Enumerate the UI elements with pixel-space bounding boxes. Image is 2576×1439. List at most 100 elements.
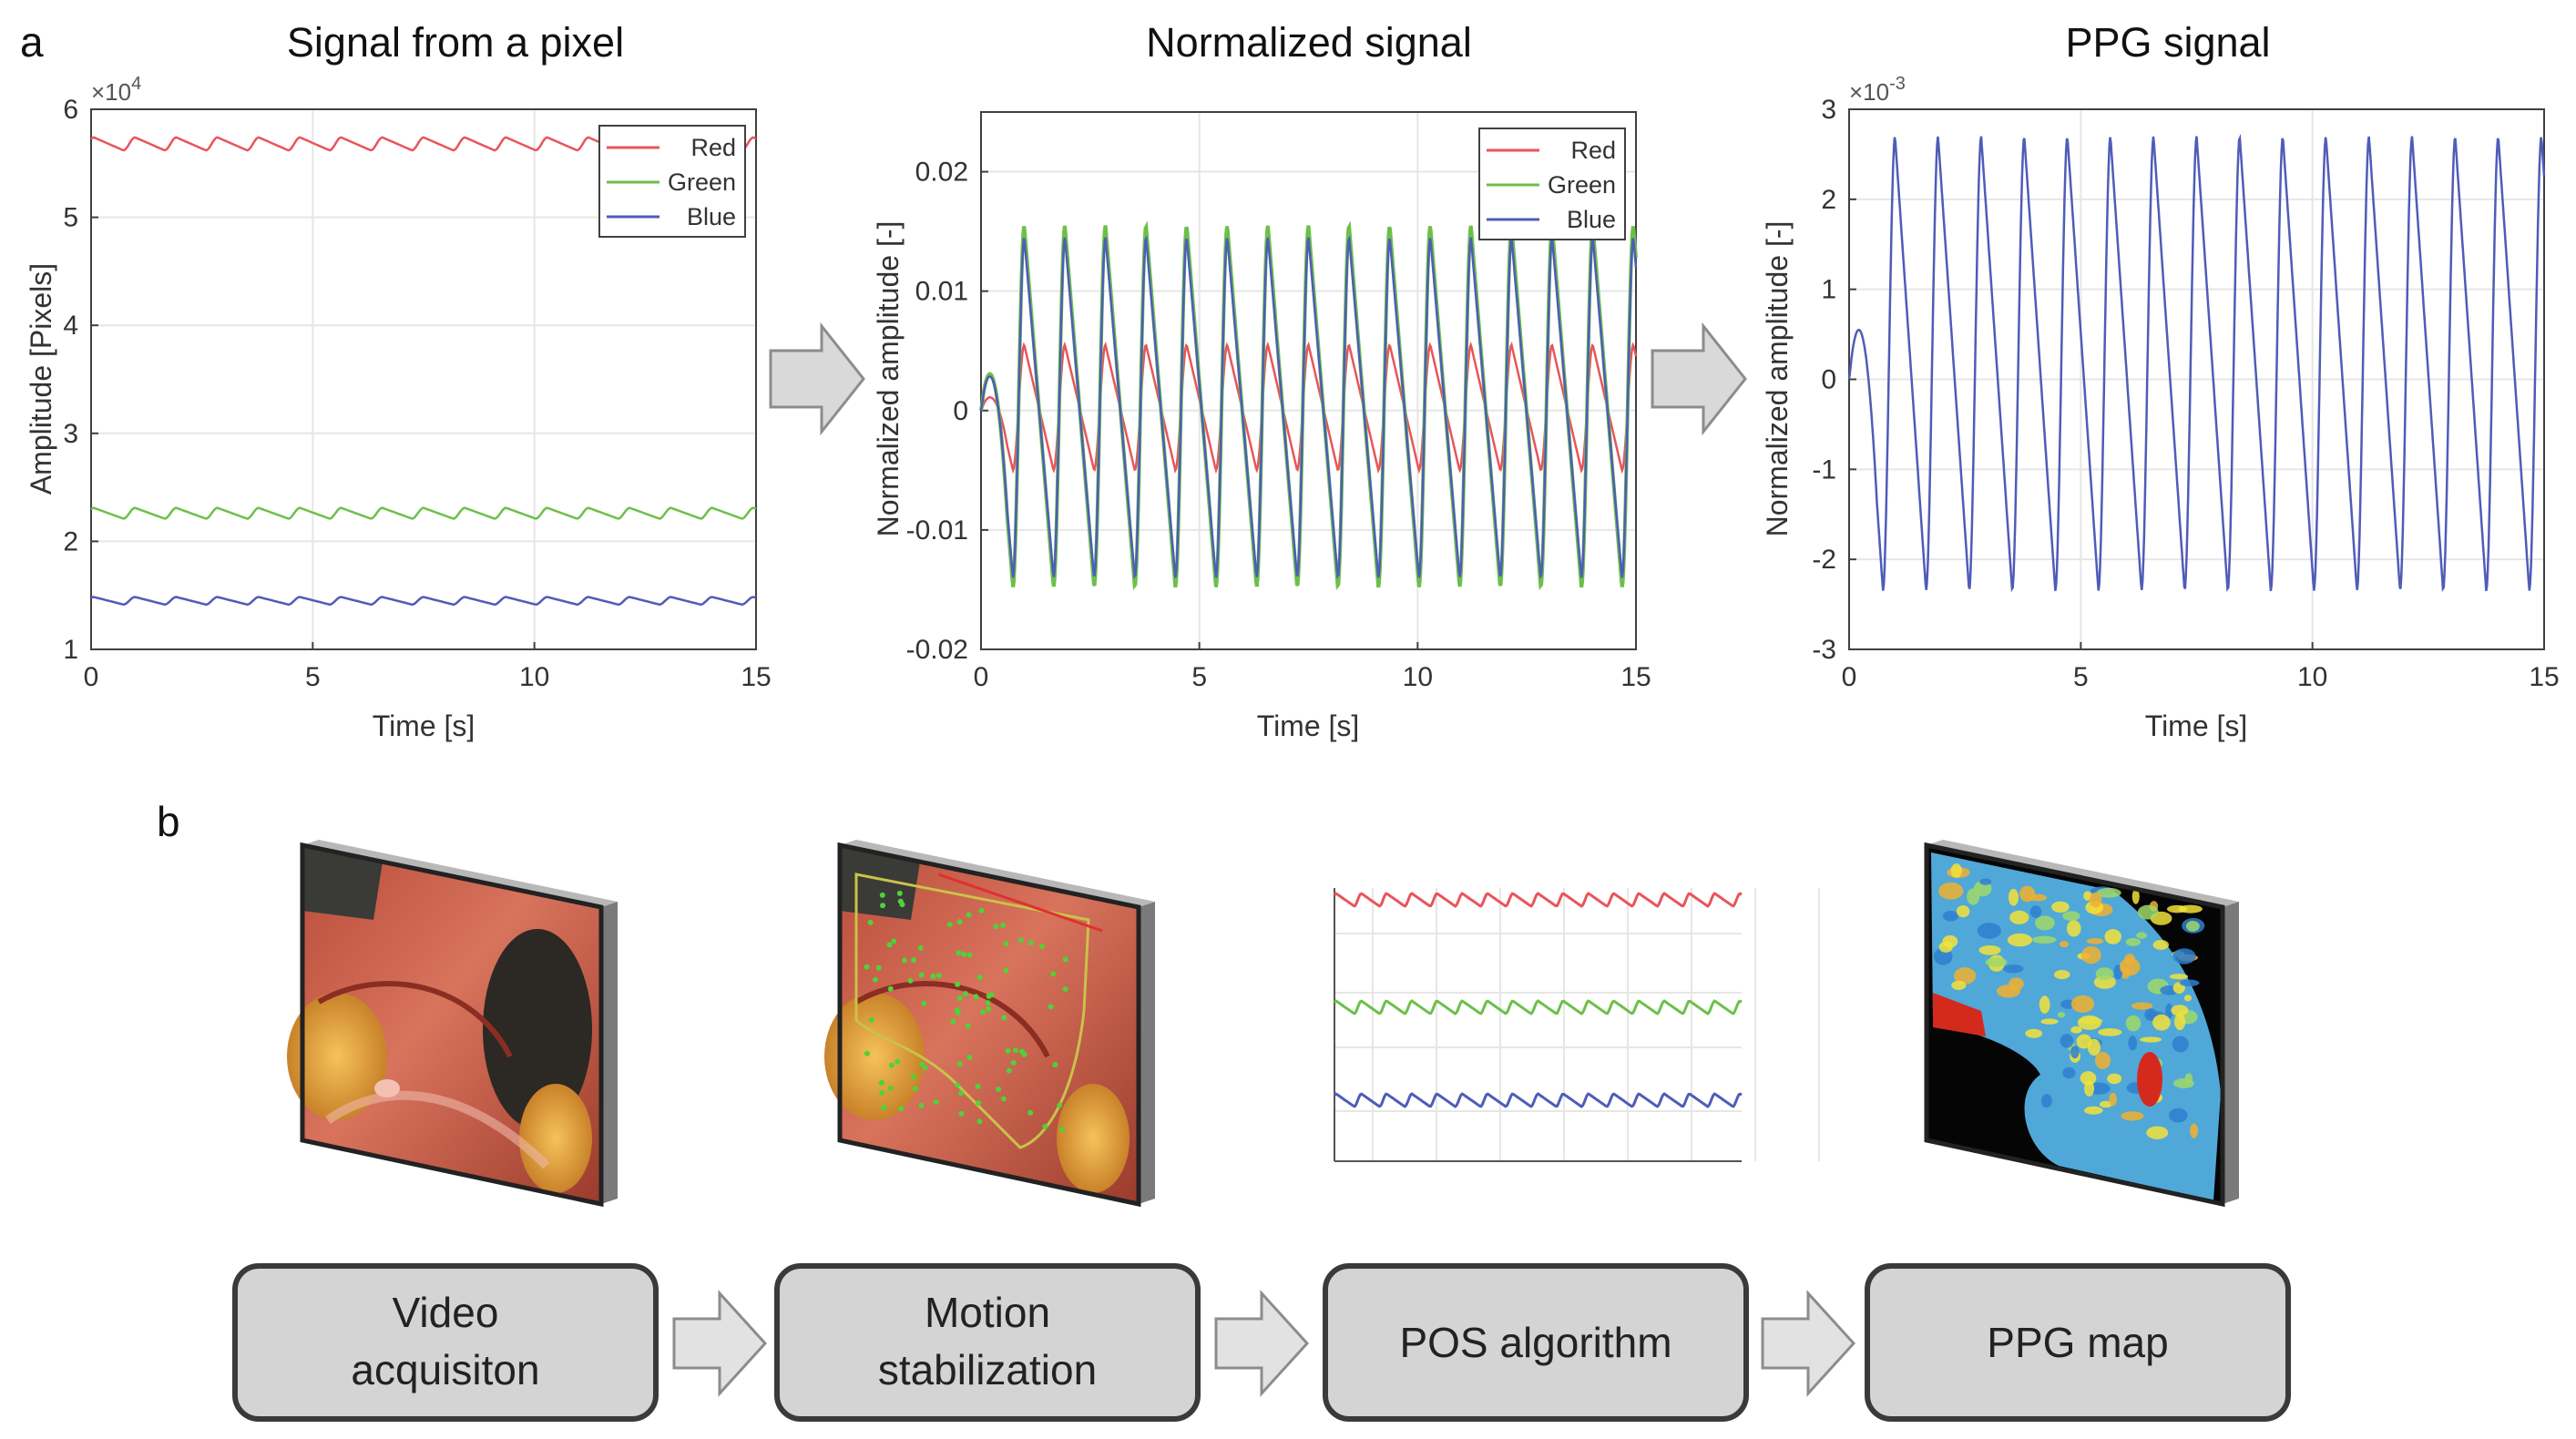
pos-signal-thumbnail	[1333, 888, 1820, 1162]
heat-blob	[2169, 974, 2189, 980]
heat-blob	[2009, 910, 2029, 924]
heat-blob	[2178, 904, 2203, 913]
tracking-point	[878, 1080, 884, 1087]
tracking-point	[950, 1018, 956, 1025]
x-tick-label: 5	[2073, 662, 2089, 692]
heat-blob	[2171, 1005, 2189, 1016]
tracking-point	[962, 991, 968, 997]
heat-blob	[2029, 905, 2042, 918]
tracking-point	[976, 975, 983, 981]
tracking-point	[985, 1000, 991, 1006]
heat-blob	[2136, 932, 2147, 939]
tracking-point	[976, 1118, 983, 1125]
heat-blob	[1956, 905, 1970, 918]
video-frame-image	[287, 840, 618, 1208]
tracking-point	[881, 1104, 887, 1110]
flow-arrow-icon	[1761, 1290, 1856, 1397]
y-tick-label: 4	[63, 311, 78, 341]
chart1-title: Signal from a pixel	[287, 19, 624, 66]
tracking-point	[954, 1082, 960, 1088]
heat-blob	[2059, 941, 2070, 948]
thumbnail-series-line	[1333, 1092, 1743, 1108]
panel-b-label: b	[157, 798, 180, 845]
tracking-point	[864, 1050, 870, 1056]
heat-blob	[2190, 1123, 2199, 1138]
tracking-point	[946, 922, 953, 928]
tracking-point	[921, 1000, 927, 1006]
heat-blob	[2146, 1126, 2169, 1139]
chart-ppg-signal: PPG signal 0 5 10 15 -3 -2 -1 0 1 2 3 ×10-3 Time […	[1761, 19, 2560, 742]
heat-blob	[2131, 1002, 2153, 1010]
heat-blob	[2098, 1028, 2122, 1036]
y-tick-label: -3	[1812, 635, 1836, 665]
x-tick-label: 10	[519, 662, 549, 692]
y-tick-label: 0.01	[915, 277, 968, 307]
tracking-point	[901, 957, 907, 964]
chart1-exponent-label: ×104	[91, 74, 141, 106]
tracking-point	[966, 1054, 973, 1060]
ppg-map-image	[1924, 840, 2239, 1208]
heat-blob	[1942, 910, 1959, 922]
heat-blob	[2128, 1036, 2138, 1051]
tracking-point	[897, 898, 904, 904]
tracking-point	[1001, 1015, 1007, 1021]
tracking-point	[887, 1085, 894, 1091]
chart3-title: PPG signal	[2065, 19, 2270, 66]
x-tick-label: 15	[741, 662, 771, 692]
legend-label: Red	[690, 134, 736, 161]
tracking-point	[888, 1062, 894, 1068]
tracking-point	[1057, 1102, 1063, 1108]
flow-arrow-icon	[769, 321, 865, 436]
tracking-point	[986, 1005, 992, 1012]
tracking-point	[1052, 1061, 1058, 1067]
y-tick-label: 5	[63, 203, 78, 233]
y-tick-label: 0.02	[915, 158, 968, 188]
heat-blob	[2077, 1015, 2101, 1030]
heat-blob	[2165, 1003, 2173, 1019]
chart3-exponent-label: ×10-3	[1849, 74, 1906, 106]
tracking-point	[988, 992, 995, 998]
tracking-point	[891, 938, 897, 944]
y-tick-label: -1	[1812, 454, 1836, 485]
tracking-point	[1005, 1047, 1011, 1054]
heat-blob	[2104, 929, 2121, 944]
stabilized-frame-image	[824, 840, 1155, 1208]
tracking-point	[1050, 971, 1057, 977]
x-tick-label: 0	[974, 662, 989, 692]
panel-a-label: a	[20, 18, 44, 66]
y-tick-label: 0	[1821, 365, 1836, 395]
tracking-point	[958, 1110, 965, 1117]
heat-blob	[2172, 948, 2196, 964]
y-tick-label: 0	[953, 396, 968, 426]
tracking-point	[978, 907, 985, 913]
heat-blob	[2137, 904, 2159, 920]
heat-blob	[2086, 938, 2104, 944]
tracking-point	[956, 950, 962, 956]
tracking-point	[867, 919, 874, 925]
heat-blob	[2152, 1014, 2171, 1031]
thumbnail-series-line	[1333, 999, 1743, 1015]
heat-blob	[2008, 888, 2019, 906]
thumbnail-series-line	[1333, 892, 1743, 908]
y-tick-label: 6	[63, 95, 78, 125]
chart1-ylabel: Amplitude [Pixels]	[25, 263, 57, 495]
tracking-point	[1003, 941, 1009, 947]
heat-blob	[1953, 967, 1977, 985]
heat-blob	[2173, 1077, 2194, 1088]
heat-blob	[2066, 920, 2081, 937]
tracking-point	[922, 1065, 928, 1071]
series-line-blue	[979, 235, 1638, 579]
tracking-point	[955, 981, 961, 987]
heat-blob	[2107, 1073, 2122, 1085]
flow-arrow-icon	[1651, 321, 1747, 436]
chart-signal-from-pixel: Signal from a pixel 0 5 10 15 1 2 3 4 5 6 ×104 Ti…	[25, 19, 772, 742]
step-pos-algorithm: POS algorithm	[1323, 1263, 1749, 1422]
tracking-point	[961, 951, 967, 957]
tracking-point	[1018, 1048, 1025, 1055]
heat-blob	[2125, 937, 2142, 947]
series-line-ppg	[1847, 133, 2546, 593]
heat-blob	[2089, 892, 2102, 908]
tracking-point	[1062, 956, 1068, 963]
step-motion-stabilization: Motion stabilization	[774, 1263, 1201, 1422]
tracking-point	[1000, 923, 1007, 929]
